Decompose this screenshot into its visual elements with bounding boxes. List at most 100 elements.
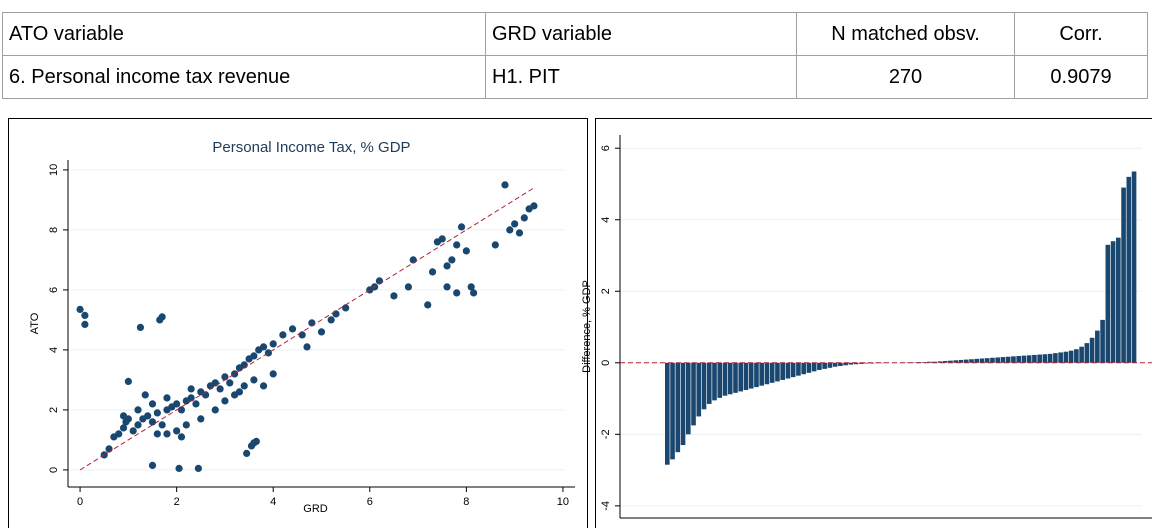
point <box>235 388 244 396</box>
bar <box>932 361 938 363</box>
point <box>342 304 350 312</box>
x-axis-label: GRD <box>303 503 328 515</box>
point <box>115 430 123 438</box>
header-cell: Corr. <box>1014 12 1148 56</box>
point <box>175 464 183 472</box>
x-tick-label: 0 <box>77 496 83 508</box>
point <box>303 343 311 351</box>
point <box>443 262 451 270</box>
bar <box>958 359 964 363</box>
bar <box>801 362 806 375</box>
bar <box>780 362 785 380</box>
bar <box>953 360 959 363</box>
point <box>76 305 84 313</box>
y-tick-label: 6 <box>600 145 612 151</box>
bar <box>1032 354 1037 363</box>
chart-title: Personal Income Tax, % GDP <box>212 139 410 156</box>
point <box>153 430 161 438</box>
bar <box>1084 343 1090 363</box>
bar <box>853 362 859 365</box>
point <box>443 283 451 291</box>
y-tick-label: 2 <box>600 288 612 294</box>
panel-frame <box>8 118 588 528</box>
point <box>470 289 478 297</box>
point <box>211 406 219 414</box>
bar <box>727 362 733 395</box>
bar <box>738 362 744 392</box>
cell: H1. PIT <box>485 55 797 99</box>
bar <box>717 362 723 398</box>
point <box>119 412 128 420</box>
bar <box>733 362 738 393</box>
bar <box>806 362 812 373</box>
point <box>279 331 287 339</box>
bar <box>722 362 728 396</box>
bar <box>995 357 1001 363</box>
cell: 0.9079 <box>1014 55 1148 99</box>
bar <box>759 362 765 386</box>
point <box>332 310 340 318</box>
bar <box>696 362 702 417</box>
bar <box>843 362 848 366</box>
panel-frame <box>595 118 1152 528</box>
point <box>269 340 277 348</box>
point <box>288 325 297 333</box>
y-tick-label: -2 <box>600 429 612 439</box>
point <box>129 427 137 435</box>
bar <box>1116 237 1121 363</box>
bar <box>754 362 759 388</box>
point <box>317 328 326 336</box>
data-row: 6. Personal income tax revenue H1. PIT 2… <box>2 55 1148 99</box>
point <box>457 223 466 231</box>
bar <box>1047 353 1053 363</box>
bar <box>963 359 969 363</box>
bar <box>838 362 843 367</box>
y-tick-label: 10 <box>48 164 60 176</box>
point <box>141 391 149 399</box>
point <box>182 421 190 429</box>
x-tick-label: 6 <box>367 496 373 508</box>
point <box>259 382 268 390</box>
bar <box>1074 349 1079 363</box>
bar <box>942 361 948 363</box>
bar <box>864 362 869 364</box>
bar <box>665 362 670 465</box>
x-tick-label: 8 <box>463 496 469 508</box>
bar <box>1105 244 1111 363</box>
bar <box>743 362 749 390</box>
point <box>122 418 130 426</box>
x-tick-label: 2 <box>174 496 180 508</box>
point <box>187 385 195 393</box>
bar <box>817 362 822 370</box>
point <box>173 427 181 435</box>
point <box>221 397 229 405</box>
point <box>438 235 446 243</box>
bar <box>822 362 827 369</box>
x-tick-label: 4 <box>270 496 276 508</box>
bar <box>1058 352 1063 363</box>
y-tick-label: 4 <box>600 217 612 223</box>
bar <box>1100 319 1105 363</box>
point <box>250 352 258 360</box>
bar <box>1131 171 1137 363</box>
y-tick-label: 0 <box>48 467 60 473</box>
y-tick-label: 2 <box>48 407 60 413</box>
point <box>250 376 258 384</box>
point <box>163 430 171 438</box>
y-axis-label: Difference, % GDP <box>581 280 593 373</box>
bar <box>1126 176 1132 363</box>
bar <box>748 362 754 389</box>
point <box>530 202 538 210</box>
y-axis-label: ATO <box>29 312 41 334</box>
point <box>153 409 161 417</box>
point <box>134 406 142 414</box>
point <box>81 311 89 319</box>
point <box>194 464 202 472</box>
point <box>327 316 335 324</box>
bar <box>1110 241 1116 363</box>
point <box>428 268 437 276</box>
point <box>119 424 128 432</box>
bar <box>1021 355 1027 363</box>
